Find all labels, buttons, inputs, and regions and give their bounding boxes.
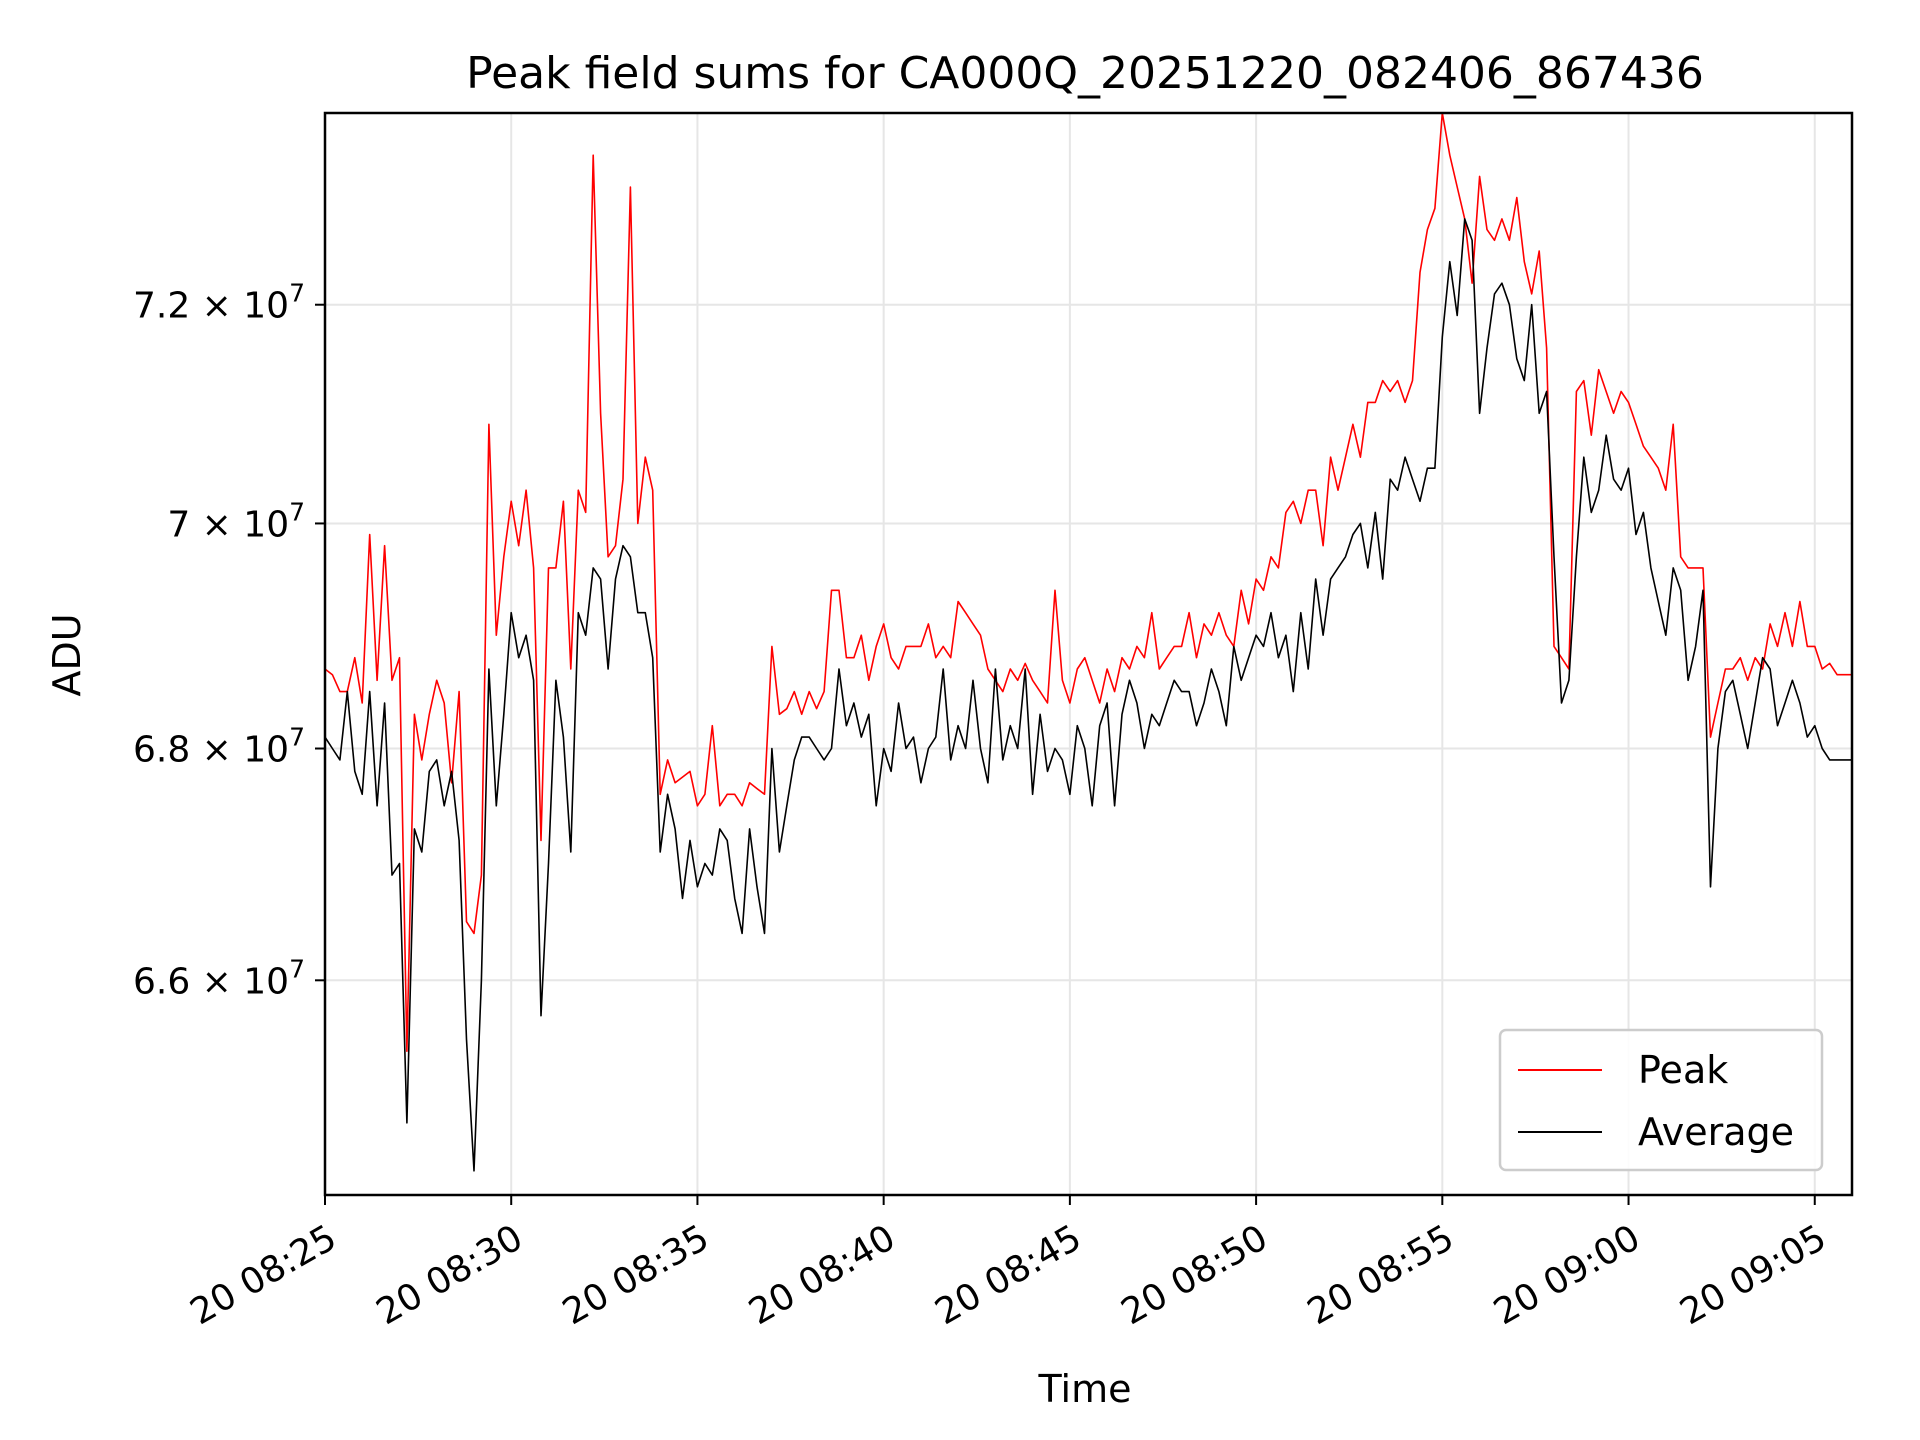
x-tick-label: 20 08:45 (928, 1217, 1088, 1333)
x-tick-label: 20 09:00 (1487, 1217, 1647, 1333)
x-tick-label: 20 08:35 (556, 1217, 716, 1333)
legend-label-peak: Peak (1638, 1048, 1728, 1092)
series-line-average (325, 218, 1852, 1172)
series-line-peak (325, 113, 1852, 1052)
legend-box (1498, 1028, 1824, 1172)
x-tick-label: 20 08:40 (742, 1217, 902, 1333)
axis-ticks: 20 08:25 20 08:30 20 08:35 20 08:40 20 08:45… (133, 279, 1833, 1334)
x-tick-label: 20 09:05 (1673, 1217, 1833, 1333)
chart-title: Peak field sums for CA000Q_20251220_0824… (466, 48, 1704, 99)
x-tick-label: 20 08:50 (1115, 1217, 1275, 1333)
plot-area (323, 111, 1854, 1197)
y-tick-label: 7 × 107 (167, 497, 305, 545)
legend: Peak Average (1498, 1028, 1824, 1172)
y-tick-label: 6.6 × 107 (133, 954, 305, 1002)
legend-label-average: Average (1638, 1110, 1794, 1154)
series-layer (325, 113, 1852, 1172)
x-tick-label: 20 08:30 (370, 1217, 530, 1333)
y-axis-label: ADU (45, 613, 89, 696)
grid (324, 113, 1852, 1195)
y-tick-label: 7.2 × 107 (133, 279, 305, 327)
x-tick-label: 20 08:25 (184, 1217, 344, 1333)
y-tick-label: 6.8 × 107 (133, 723, 305, 771)
x-tick-label: 20 08:55 (1301, 1217, 1461, 1333)
x-axis-label: Time (1038, 1367, 1132, 1411)
